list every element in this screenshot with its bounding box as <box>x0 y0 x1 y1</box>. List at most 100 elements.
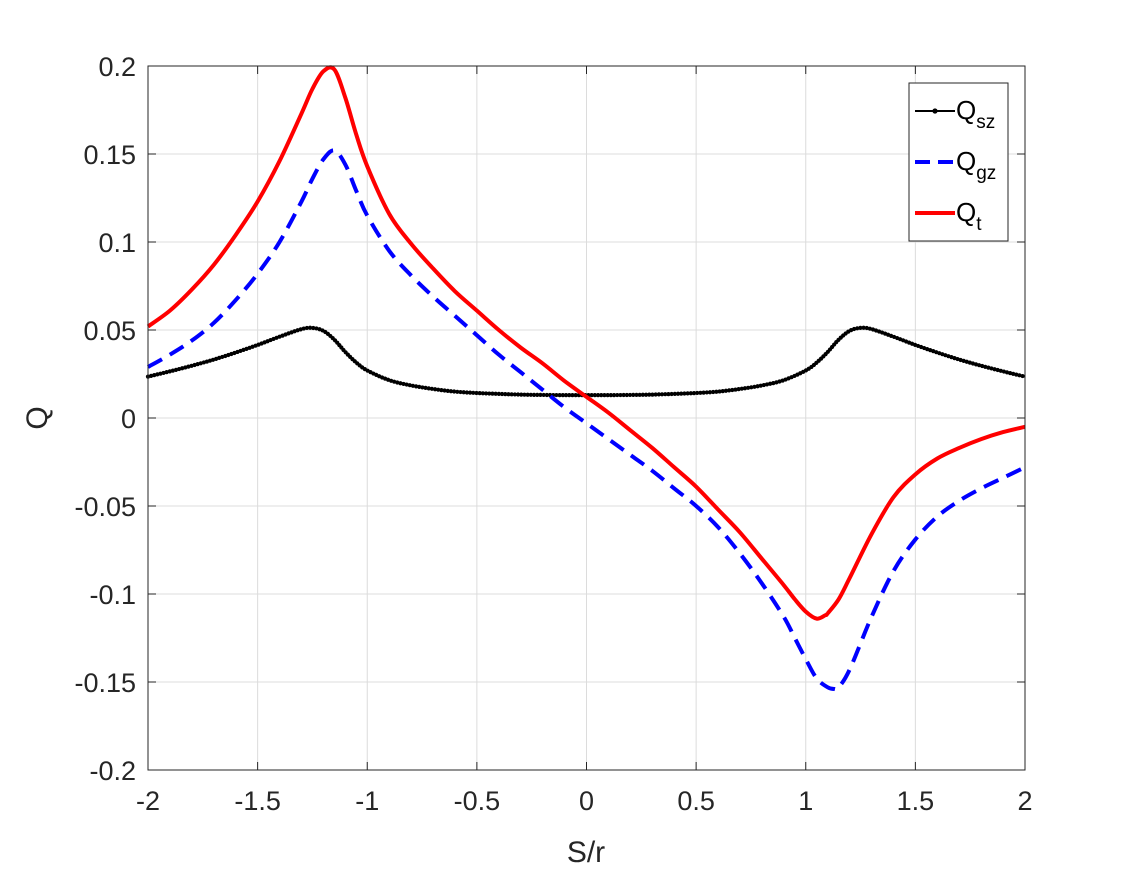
data-point <box>758 383 763 388</box>
data-point <box>311 325 316 331</box>
data-point <box>589 393 594 398</box>
data-point <box>528 392 533 397</box>
data-point <box>615 392 620 398</box>
data-point <box>602 393 607 398</box>
data-point <box>483 391 489 396</box>
data-point <box>567 393 572 398</box>
x-tick-label: -1.5 <box>234 786 281 816</box>
data-point <box>455 389 460 394</box>
y-tick-label: 0.2 <box>98 52 136 82</box>
data-point <box>570 393 575 398</box>
data-point <box>407 383 412 388</box>
data-point <box>858 325 863 330</box>
data-point <box>764 382 770 387</box>
x-tick-label: 1 <box>798 786 813 816</box>
y-tick-label: 0.05 <box>83 316 136 346</box>
legend-item-t: Qt <box>915 197 982 235</box>
data-point <box>647 392 652 397</box>
x-tick-label: 0 <box>579 786 594 816</box>
data-point <box>695 390 700 396</box>
data-point <box>704 390 709 395</box>
data-point <box>637 392 642 397</box>
y-tick-label: -0.15 <box>74 668 136 698</box>
data-point <box>595 393 601 398</box>
data-point <box>592 393 597 398</box>
data-point <box>682 391 687 396</box>
data-point <box>659 392 665 397</box>
data-point <box>474 390 479 396</box>
data-point <box>557 392 562 398</box>
data-point <box>752 384 757 389</box>
data-point <box>669 391 674 397</box>
data-point <box>675 391 681 396</box>
tick-layer: -2 -1.5 -1 -0.5 0 0.5 1 1.5 2 0.2 0.15 0.1 0.05 0 -0.0… <box>74 52 1032 816</box>
data-point <box>308 325 313 330</box>
series-line-t <box>146 65 1026 621</box>
y-tick-label: -0.05 <box>74 492 136 522</box>
data-point <box>477 391 482 396</box>
data-point <box>544 392 549 398</box>
data-point <box>627 392 633 398</box>
data-point <box>634 392 639 397</box>
series-layer <box>145 65 1026 692</box>
data-point <box>499 391 505 397</box>
data-point <box>490 391 495 396</box>
data-point <box>480 391 485 396</box>
data-point <box>707 390 713 395</box>
data-point <box>861 325 866 330</box>
data-point <box>410 383 416 388</box>
legend-label-sub: sz <box>976 112 995 133</box>
data-point <box>471 390 476 395</box>
data-point <box>445 388 450 393</box>
data-point <box>401 381 406 387</box>
data-point <box>618 392 623 398</box>
legend-label: Qsz <box>956 95 995 133</box>
data-point <box>436 387 441 392</box>
legend-label: Qgz <box>956 146 996 184</box>
data-point <box>608 393 613 398</box>
data-point <box>512 392 517 397</box>
data-point <box>493 391 498 396</box>
data-point <box>515 392 521 397</box>
data-point <box>650 392 655 397</box>
legend-marker <box>932 108 938 114</box>
data-point <box>755 384 760 389</box>
data-point <box>398 381 403 386</box>
data-point <box>448 389 454 394</box>
data-point <box>432 387 438 392</box>
data-point <box>464 390 469 395</box>
data-point <box>855 326 860 331</box>
data-point <box>429 386 434 391</box>
data-point <box>461 390 466 395</box>
legend-label-sub: t <box>976 214 982 235</box>
data-point <box>554 392 559 398</box>
data-point <box>864 325 869 331</box>
data-point <box>531 392 537 397</box>
legend-item-gz: Qgz <box>915 146 996 184</box>
x-tick-label: 2 <box>1017 786 1032 816</box>
data-point <box>714 389 719 394</box>
data-point <box>467 390 473 395</box>
data-point <box>1020 373 1025 379</box>
data-point <box>691 391 697 396</box>
data-point <box>458 389 463 395</box>
y-tick-label: -0.2 <box>89 756 136 786</box>
y-tick-label: 0.15 <box>83 140 136 170</box>
data-point <box>723 388 729 393</box>
data-point <box>525 392 530 397</box>
data-point <box>541 392 546 398</box>
data-point <box>611 392 617 398</box>
data-point <box>417 384 422 390</box>
data-point <box>621 392 626 398</box>
data-point <box>643 392 649 397</box>
data-point <box>717 389 722 394</box>
legend-label-main: Q <box>956 197 976 227</box>
data-point <box>711 389 716 395</box>
data-point <box>563 393 569 398</box>
data-point <box>720 389 725 394</box>
data-point <box>656 392 661 397</box>
data-point <box>666 391 671 397</box>
data-point <box>746 385 751 390</box>
x-tick-label: -0.5 <box>454 786 501 816</box>
data-point <box>739 386 744 391</box>
